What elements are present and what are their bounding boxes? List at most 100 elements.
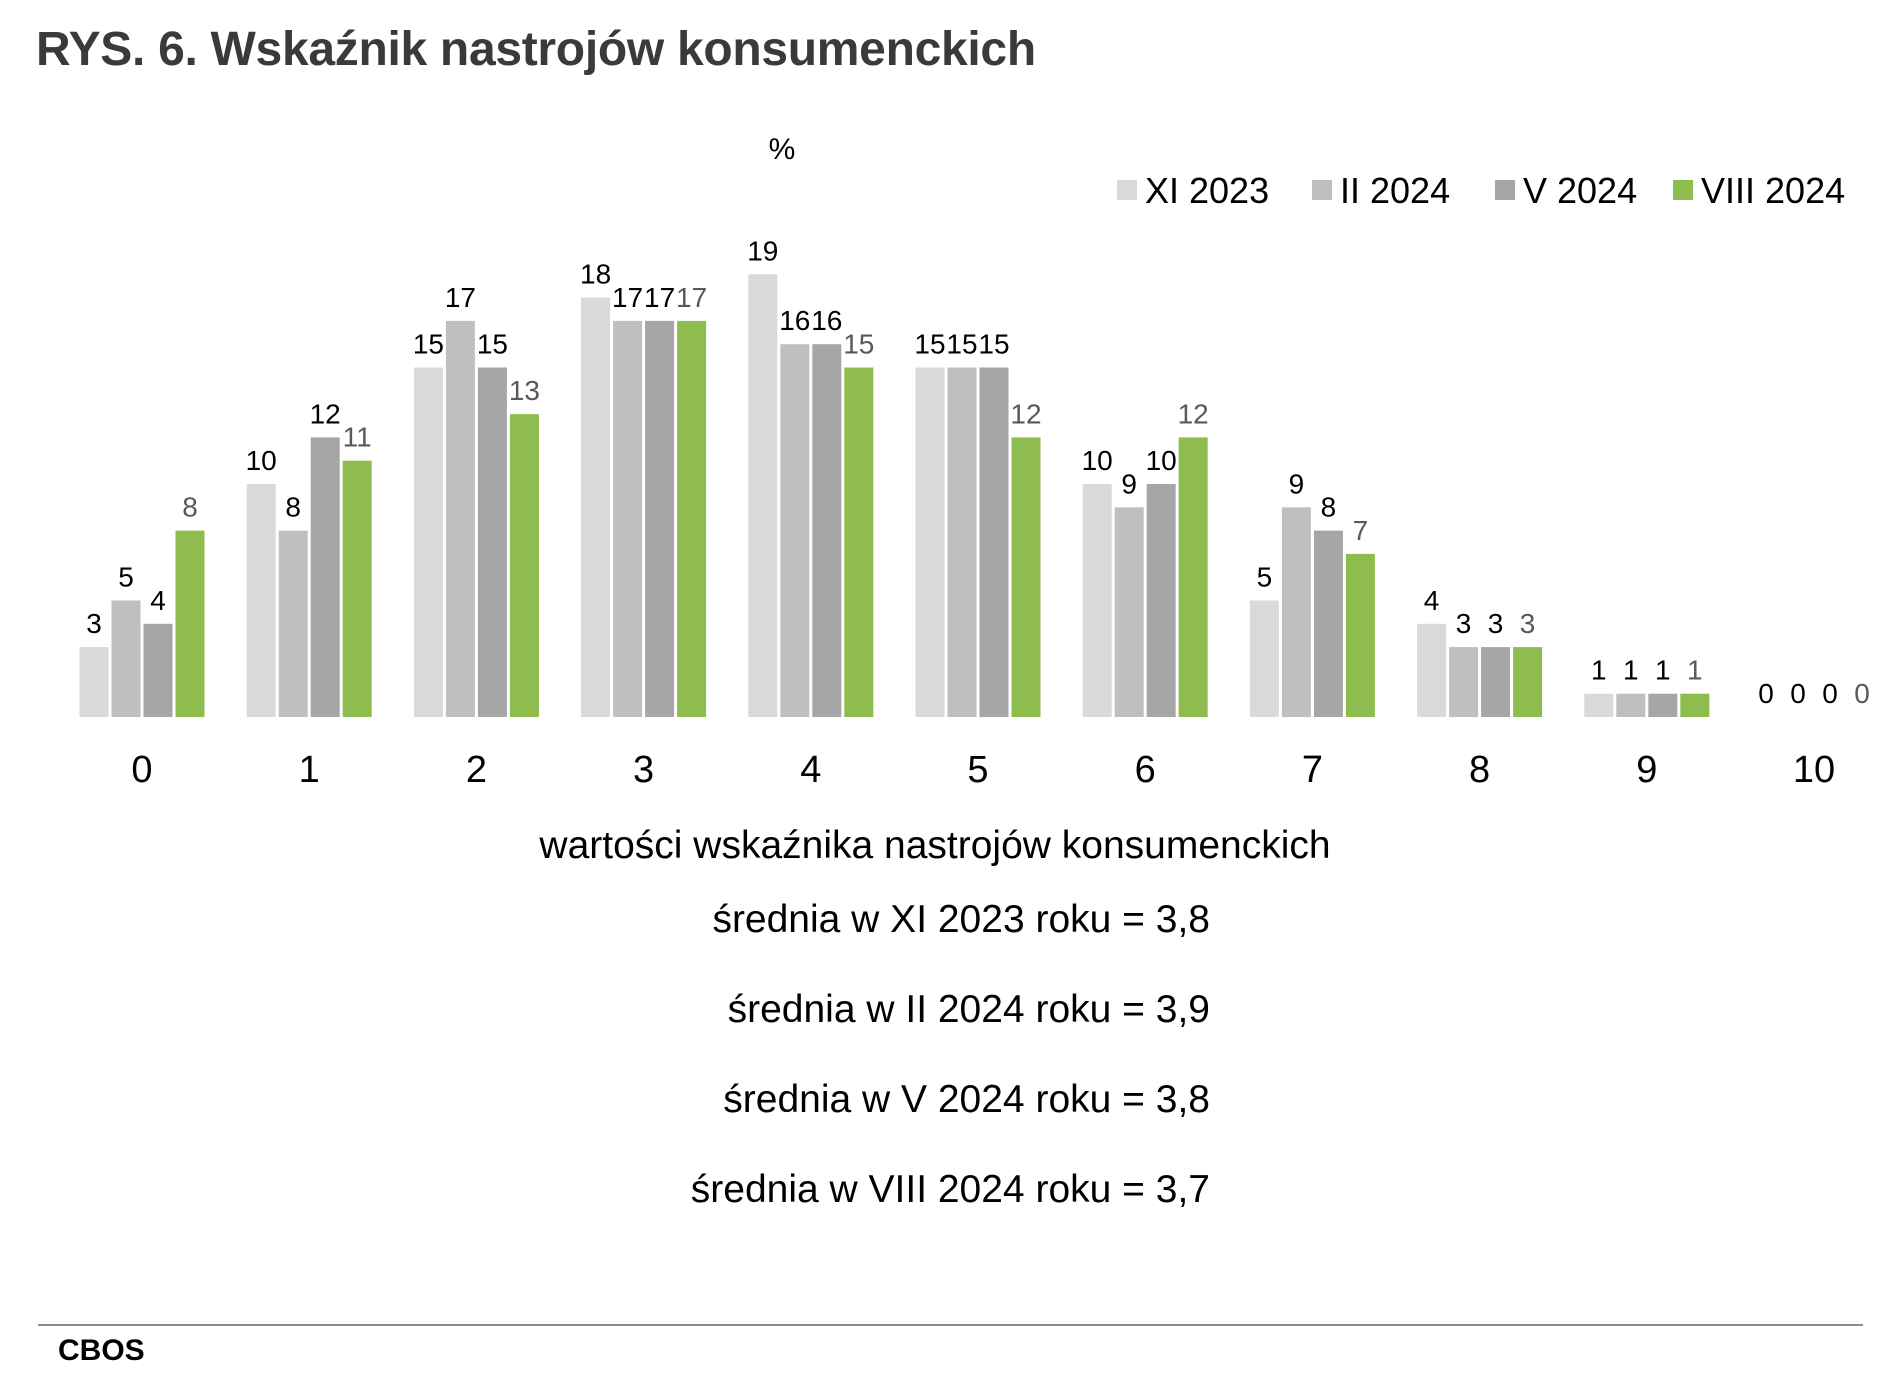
- bar-v-2024-3: [645, 320, 675, 717]
- data-label: 9: [1121, 468, 1137, 499]
- bar-viii-2024-9: [1680, 693, 1710, 717]
- legend-swatch-v-2024: [1495, 180, 1515, 200]
- x-tick-label: 0: [131, 749, 152, 791]
- data-label: 12: [1010, 398, 1041, 429]
- bar-v-2024-4: [812, 344, 842, 717]
- bar-xi-2023-2: [413, 367, 443, 717]
- data-label: 10: [246, 445, 277, 476]
- data-label: 15: [477, 329, 508, 360]
- bar-ii-2024-4: [780, 344, 810, 717]
- data-label: 18: [580, 259, 611, 290]
- bar-v-2024-2: [477, 367, 507, 717]
- source-label: CBOS: [58, 1334, 145, 1367]
- means-block: średnia w XI 2023 roku = 3,8 średnia w I…: [0, 900, 1210, 1260]
- bar-ii-2024-6: [1114, 507, 1144, 717]
- data-label: 3: [1456, 608, 1472, 639]
- data-label: 4: [150, 585, 166, 616]
- mean-ii-2024: średnia w II 2024 roku = 3,9: [727, 988, 1210, 1031]
- bar-ii-2024-9: [1616, 693, 1646, 717]
- bar-xi-2023-6: [1082, 484, 1112, 717]
- x-tick-label: 7: [1302, 749, 1323, 791]
- bar-ii-2024-0: [111, 600, 141, 717]
- x-axis-title: wartości wskaźnika nastrojów konsumencki…: [538, 824, 1330, 867]
- data-label: 12: [310, 398, 341, 429]
- data-label: 17: [676, 282, 707, 313]
- data-label: 19: [747, 235, 778, 266]
- bar-ii-2024-1: [278, 530, 308, 717]
- data-label: 4: [1424, 585, 1440, 616]
- bar-ii-2024-2: [445, 320, 475, 717]
- data-label: 1: [1655, 655, 1671, 686]
- bar-viii-2024-6: [1178, 437, 1208, 717]
- data-label: 16: [779, 305, 810, 336]
- data-label: 9: [1289, 468, 1305, 499]
- x-tick-label: 10: [1793, 749, 1835, 791]
- data-label: 15: [843, 329, 874, 360]
- unit-label: %: [769, 133, 796, 166]
- data-label: 17: [612, 282, 643, 313]
- legend-label: II 2024: [1340, 170, 1450, 211]
- bar-v-2024-0: [143, 623, 173, 717]
- bar-xi-2023-1: [246, 484, 276, 717]
- data-label: 12: [1178, 398, 1209, 429]
- legend-swatch-xi-2023: [1117, 180, 1137, 200]
- legend-label: VIII 2024: [1701, 170, 1845, 211]
- data-label: 15: [413, 329, 444, 360]
- data-label: 11: [343, 422, 372, 453]
- bar-viii-2024-0: [175, 530, 205, 717]
- data-label: 0: [1758, 678, 1774, 709]
- x-tick-label: 3: [633, 749, 654, 791]
- data-label: 7: [1353, 515, 1369, 546]
- x-tick-label: 6: [1135, 749, 1156, 791]
- data-label: 0: [1790, 678, 1806, 709]
- data-label: 5: [1257, 562, 1273, 593]
- bar-viii-2024-4: [844, 367, 874, 717]
- bar-ii-2024-8: [1449, 647, 1479, 717]
- bar-viii-2024-5: [1011, 437, 1041, 717]
- data-label: 15: [914, 329, 945, 360]
- legend-swatch-ii-2024: [1312, 180, 1332, 200]
- x-tick-label: 1: [299, 749, 320, 791]
- data-label: 1: [1591, 655, 1607, 686]
- data-label: 10: [1082, 445, 1113, 476]
- data-label: 0: [1822, 678, 1838, 709]
- data-label: 1: [1623, 655, 1639, 686]
- x-tick-label: 9: [1636, 749, 1657, 791]
- bar-xi-2023-9: [1584, 693, 1614, 717]
- legend-label: V 2024: [1523, 170, 1637, 211]
- x-tick-label: 4: [800, 749, 821, 791]
- data-label: 3: [1520, 608, 1536, 639]
- footer-divider: [38, 1324, 1863, 1326]
- bar-xi-2023-8: [1417, 623, 1447, 717]
- bar-viii-2024-7: [1345, 553, 1375, 717]
- legend-label: XI 2023: [1145, 170, 1269, 211]
- x-tick-label: 8: [1469, 749, 1490, 791]
- data-label: 17: [445, 282, 476, 313]
- bar-ii-2024-7: [1281, 507, 1311, 717]
- bar-xi-2023-7: [1249, 600, 1279, 717]
- bar-viii-2024-2: [509, 414, 539, 717]
- bar-viii-2024-3: [677, 320, 707, 717]
- bar-v-2024-8: [1481, 647, 1511, 717]
- bar-ii-2024-5: [947, 367, 977, 717]
- bar-viii-2024-1: [342, 460, 372, 717]
- bar-v-2024-7: [1313, 530, 1343, 717]
- mean-xi-2023: średnia w XI 2023 roku = 3,8: [712, 898, 1210, 941]
- data-label: 16: [811, 305, 842, 336]
- data-label: 10: [1146, 445, 1177, 476]
- bar-v-2024-1: [310, 437, 340, 717]
- x-tick-label: 2: [466, 749, 487, 791]
- data-label: 17: [644, 282, 675, 313]
- bar-v-2024-9: [1648, 693, 1678, 717]
- mean-v-2024: średnia w V 2024 roku = 3,8: [723, 1078, 1210, 1121]
- data-label: 8: [285, 492, 301, 523]
- data-label: 0: [1854, 678, 1870, 709]
- bar-xi-2023-5: [915, 367, 945, 717]
- data-label: 8: [1321, 492, 1337, 523]
- data-label: 1: [1687, 655, 1703, 686]
- bar-v-2024-5: [979, 367, 1009, 717]
- data-label: 8: [182, 492, 198, 523]
- data-label: 3: [1488, 608, 1504, 639]
- data-label: 13: [509, 375, 540, 406]
